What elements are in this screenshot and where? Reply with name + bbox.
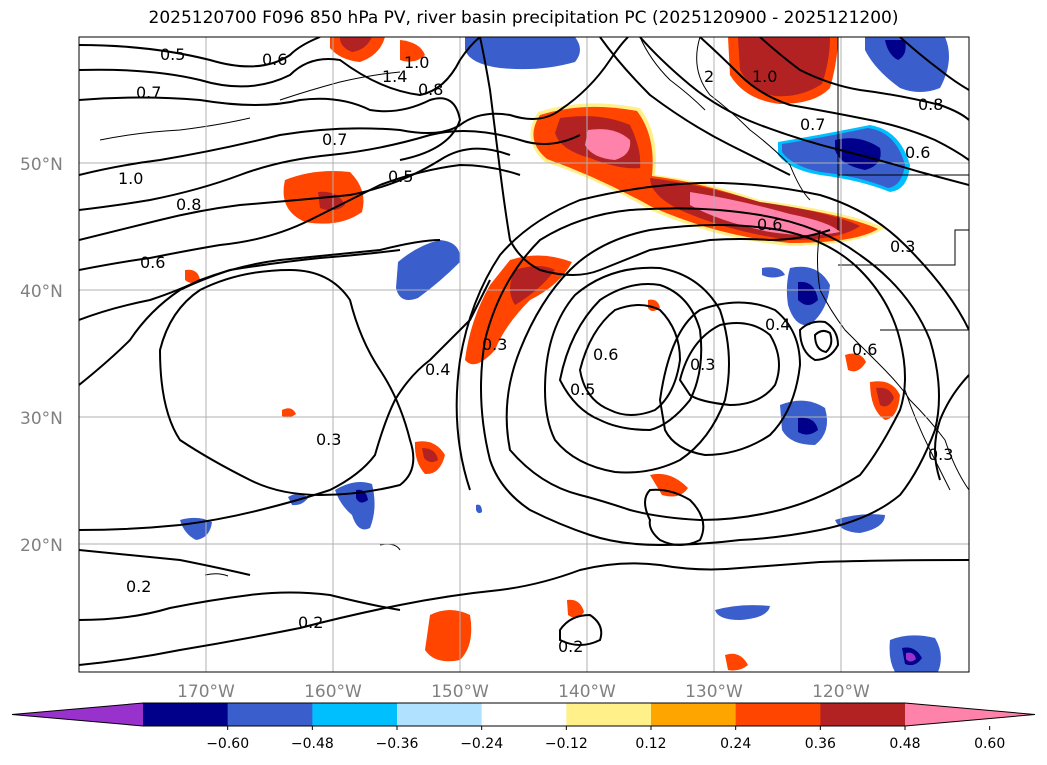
map-content: 0.5 0.6 0.7 1.4 1.0 0.8 0.7 1.0 0.8 0.6 …: [79, 37, 969, 672]
precip-patch-s2: [567, 599, 584, 618]
lat-labels: 50°N 40°N 30°N 20°N: [20, 155, 63, 556]
contour-label: 0.3: [928, 445, 953, 464]
contour-label: 1.0: [404, 53, 429, 72]
contour-label: 1.0: [118, 169, 143, 188]
contour-label: 0.5: [570, 380, 595, 399]
contour-label: 0.4: [425, 360, 450, 379]
precip-patch-bc-coast: [530, 103, 885, 246]
precip-patch-central: [465, 255, 572, 365]
precip-neg-mid: [180, 240, 941, 672]
precip-patch-s3: [725, 653, 748, 671]
contour-label: 0.2: [298, 613, 323, 632]
contour-label: 0.6: [905, 143, 930, 162]
contour-label: 0.7: [322, 130, 347, 149]
colorbar-tick-label: 0.24: [720, 736, 751, 752]
contour-label: 0.5: [160, 45, 185, 64]
precip-patch-small1: [185, 269, 200, 283]
lon-labels: 170°W 160°W 150°W 140°W 130°W 120°W: [177, 682, 870, 702]
contour-label: 0.3: [482, 335, 507, 354]
lon-label: 120°W: [812, 682, 870, 702]
contour-label: 1.4: [382, 67, 407, 86]
colorbar-tick-label: 0.48: [889, 736, 920, 752]
colorbar-tick-label: 0.36: [805, 736, 836, 752]
lon-label: 130°W: [685, 682, 743, 702]
lat-label: 40°N: [20, 282, 63, 302]
contour-label: 0.2: [558, 637, 583, 656]
contour-label: 0.7: [136, 83, 161, 102]
colorbar-outline: [11, 702, 1036, 727]
contour-label: 0.6: [757, 215, 782, 234]
precip-neg-top: [465, 37, 949, 92]
colorbar-tick-label: −0.24: [460, 736, 503, 752]
colorbar-tick-label: −0.48: [291, 736, 334, 752]
contour-label: 0.8: [176, 195, 201, 214]
plot-title: 2025120700 F096 850 hPa PV, river basin …: [148, 8, 899, 28]
lon-label: 140°W: [558, 682, 616, 702]
contour-label: 0.2: [126, 577, 151, 596]
contour-label: 0.4: [765, 315, 790, 334]
contour-label: 0.6: [140, 253, 165, 272]
colorbar-segment: [397, 703, 483, 726]
contour-label: 0.6: [852, 340, 877, 359]
colorbar-segment: [227, 703, 313, 726]
colorbar-segment: [143, 703, 229, 726]
colorbar-tick-label: 0.60: [974, 736, 1005, 752]
colorbar-segment: [820, 703, 906, 726]
contour-label: 0.6: [593, 345, 618, 364]
precip-patch-aleutian: [330, 37, 425, 62]
precip-patch-small2: [282, 408, 296, 418]
colorbar-tick-label: 0.12: [635, 736, 666, 752]
precip-shading: [180, 37, 949, 672]
colorbar-arrow-max: [905, 703, 1035, 726]
contour-label: 0.7: [800, 115, 825, 134]
precip-patch-s1: [425, 610, 472, 662]
lon-label: 150°W: [431, 682, 489, 702]
colorbar-segment: [312, 703, 398, 726]
colorbar-segment: [651, 703, 737, 726]
contour-label: 0.3: [690, 355, 715, 374]
contour-label: 0.8: [418, 80, 443, 99]
lat-label: 20°N: [20, 536, 63, 556]
lat-label: 50°N: [20, 155, 63, 175]
contour-label: 0.3: [316, 430, 341, 449]
contour-label: 0.3: [890, 237, 915, 256]
colorbar-tick-label: −0.12: [545, 736, 588, 752]
lat-label: 30°N: [20, 409, 63, 429]
colorbar-tick-label: −0.36: [376, 736, 419, 752]
pv-contours: [79, 37, 969, 666]
contour-label: 2: [704, 67, 714, 86]
lon-label: 170°W: [177, 682, 235, 702]
colorbar-segment: [735, 703, 821, 726]
contour-label: 0.5: [388, 167, 413, 186]
colorbar: −0.60 −0.48 −0.36 −0.24 −0.12 0.12 0.24 0.36 0.4…: [11, 702, 1036, 752]
colorbar-segment: [566, 703, 652, 726]
colorbar-segment: [481, 703, 567, 726]
contour-label: 1.0: [752, 67, 777, 86]
colorbar-tick-label: −0.60: [206, 736, 249, 752]
contour-labels: 0.5 0.6 0.7 1.4 1.0 0.8 0.7 1.0 0.8 0.6 …: [118, 45, 953, 656]
contour-label: 0.6: [262, 50, 287, 69]
lon-label: 160°W: [304, 682, 362, 702]
contour-label: 0.8: [918, 95, 943, 114]
map-frame: [78, 36, 970, 673]
colorbar-arrow-min: [12, 703, 143, 726]
